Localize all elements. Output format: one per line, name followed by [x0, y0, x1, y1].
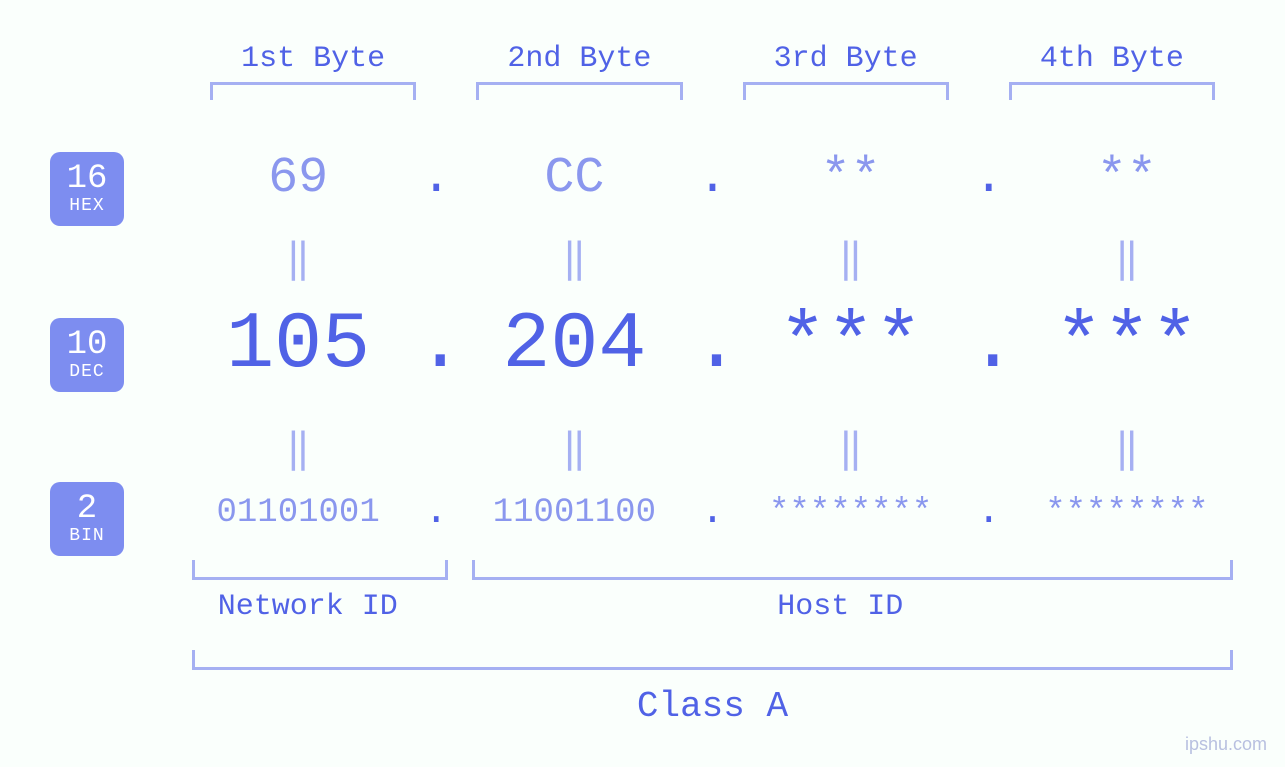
hex-byte-3: ** [733, 150, 969, 207]
bin-byte-1: 01101001 [180, 494, 416, 532]
separator-dot: . [969, 490, 1009, 535]
bin-byte-3: ******** [733, 494, 969, 532]
equals-icon: ‖ [456, 425, 692, 474]
equals-icon: ‖ [733, 235, 969, 284]
separator-dot: . [416, 490, 456, 535]
badge-hex: 16 HEX [50, 152, 124, 226]
dec-byte-3: *** [733, 300, 969, 391]
bracket-network-icon [192, 560, 448, 580]
separator-dot: . [969, 300, 1009, 391]
host-id-label: Host ID [436, 590, 1245, 624]
bracket-icon [743, 82, 949, 100]
badge-dec: 10 DEC [50, 318, 124, 392]
badge-dec-label: DEC [50, 363, 124, 382]
badge-hex-label: HEX [50, 197, 124, 216]
hex-byte-1: 69 [180, 150, 416, 207]
equals-icon: ‖ [456, 235, 692, 284]
separator-dot: . [416, 150, 456, 207]
byte-header-3: 3rd Byte [713, 42, 979, 76]
equals-icon: ‖ [1009, 235, 1245, 284]
network-id-label: Network ID [180, 590, 436, 624]
bracket-icon [476, 82, 682, 100]
separator-dot: . [693, 490, 733, 535]
row-dec: 105 . 204 . *** . *** [180, 300, 1245, 391]
badge-bin-label: BIN [50, 527, 124, 546]
watermark: ipshu.com [1185, 734, 1267, 755]
badge-hex-num: 16 [50, 162, 124, 198]
byte-headers-row: 1st Byte 2nd Byte 3rd Byte 4th Byte [180, 42, 1245, 76]
bin-byte-2: 11001100 [456, 494, 692, 532]
badge-bin: 2 BIN [50, 482, 124, 556]
bracket-class-icon [192, 650, 1233, 670]
hex-byte-2: CC [456, 150, 692, 207]
dec-byte-4: *** [1009, 300, 1245, 391]
bin-byte-4: ******** [1009, 494, 1245, 532]
bracket-icon [1009, 82, 1215, 100]
badge-bin-num: 2 [50, 492, 124, 528]
byte-brackets-top [180, 82, 1245, 100]
dec-byte-1: 105 [180, 300, 416, 391]
hex-byte-4: ** [1009, 150, 1245, 207]
bracket-icon [210, 82, 416, 100]
equals-icon: ‖ [180, 425, 416, 474]
separator-dot: . [969, 150, 1009, 207]
byte-header-4: 4th Byte [979, 42, 1245, 76]
row-hex: 69 . CC . ** . ** [180, 150, 1245, 207]
lower-labels: Network ID Host ID [180, 590, 1245, 624]
bracket-host-icon [472, 560, 1233, 580]
equals-icon: ‖ [733, 425, 969, 474]
badge-dec-num: 10 [50, 328, 124, 364]
byte-header-1: 1st Byte [180, 42, 446, 76]
class-label: Class A [180, 686, 1245, 727]
lower-brackets [180, 560, 1245, 580]
byte-header-2: 2nd Byte [446, 42, 712, 76]
row-bin: 01101001 . 11001100 . ******** . *******… [180, 490, 1245, 535]
row-equals-1: ‖ . ‖ . ‖ . ‖ [180, 235, 1245, 284]
dec-byte-2: 204 [456, 300, 692, 391]
equals-icon: ‖ [180, 235, 416, 284]
equals-icon: ‖ [1009, 425, 1245, 474]
separator-dot: . [416, 300, 456, 391]
separator-dot: . [693, 300, 733, 391]
separator-dot: . [693, 150, 733, 207]
row-equals-2: ‖ . ‖ . ‖ . ‖ [180, 425, 1245, 474]
